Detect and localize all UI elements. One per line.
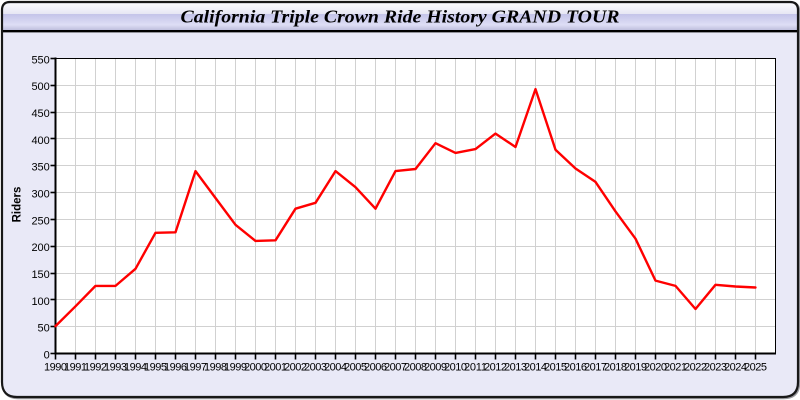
svg-text:2024: 2024 [724, 361, 747, 373]
svg-text:1996: 1996 [164, 361, 187, 373]
svg-text:1991: 1991 [64, 361, 87, 373]
svg-text:2017: 2017 [584, 361, 607, 373]
svg-text:Riders: Riders [12, 187, 24, 223]
svg-text:2015: 2015 [544, 361, 567, 373]
svg-text:2016: 2016 [564, 361, 587, 373]
svg-text:0: 0 [44, 349, 50, 361]
svg-text:1995: 1995 [144, 361, 167, 373]
svg-text:2019: 2019 [624, 361, 647, 373]
svg-text:2011: 2011 [464, 361, 487, 373]
svg-text:2003: 2003 [304, 361, 327, 373]
svg-text:50: 50 [38, 323, 50, 335]
svg-text:2025: 2025 [744, 361, 767, 373]
svg-text:100: 100 [31, 296, 49, 308]
svg-text:2021: 2021 [664, 361, 687, 373]
svg-text:500: 500 [31, 81, 49, 93]
svg-text:2020: 2020 [644, 361, 667, 373]
svg-text:2023: 2023 [704, 361, 727, 373]
svg-text:California Triple Crown Ride H: California Triple Crown Ride History GRA… [181, 7, 620, 27]
svg-text:2005: 2005 [344, 361, 367, 373]
svg-text:250: 250 [31, 215, 49, 227]
svg-text:2008: 2008 [404, 361, 427, 373]
svg-text:2000: 2000 [244, 361, 267, 373]
svg-text:150: 150 [31, 269, 49, 281]
svg-text:1992: 1992 [84, 361, 107, 373]
svg-text:2018: 2018 [604, 361, 627, 373]
svg-text:1990: 1990 [44, 361, 67, 373]
svg-text:200: 200 [31, 242, 49, 254]
svg-text:450: 450 [31, 108, 49, 120]
svg-text:1997: 1997 [184, 361, 207, 373]
svg-text:2001: 2001 [264, 361, 287, 373]
svg-text:2004: 2004 [324, 361, 347, 373]
svg-text:2010: 2010 [444, 361, 467, 373]
svg-text:300: 300 [31, 189, 49, 201]
svg-text:550: 550 [31, 54, 49, 66]
svg-text:1994: 1994 [124, 361, 147, 373]
svg-text:2002: 2002 [284, 361, 307, 373]
svg-text:2009: 2009 [424, 361, 447, 373]
svg-text:2013: 2013 [504, 361, 527, 373]
svg-text:350: 350 [31, 162, 49, 174]
svg-text:2022: 2022 [684, 361, 707, 373]
svg-text:2007: 2007 [384, 361, 407, 373]
svg-text:1993: 1993 [104, 361, 127, 373]
svg-text:2014: 2014 [524, 361, 547, 373]
svg-text:400: 400 [31, 135, 49, 147]
svg-text:1999: 1999 [224, 361, 247, 373]
svg-text:1998: 1998 [204, 361, 227, 373]
svg-text:2012: 2012 [484, 361, 507, 373]
svg-text:2006: 2006 [364, 361, 387, 373]
